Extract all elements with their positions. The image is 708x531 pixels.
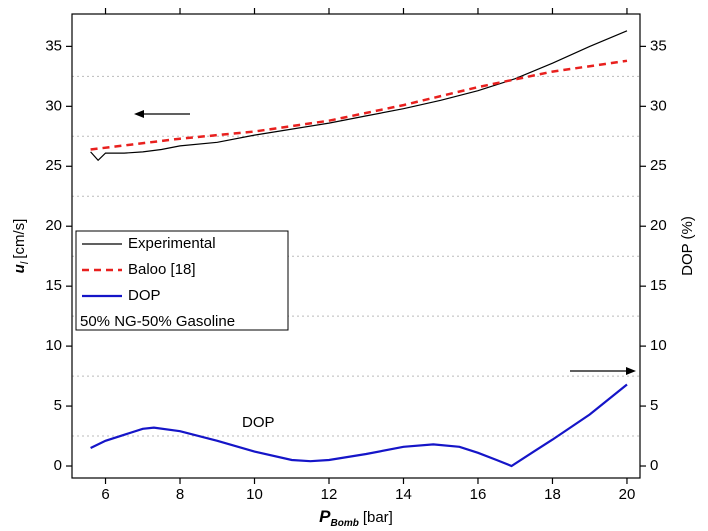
y2-label: DOP (%) xyxy=(679,216,696,276)
x-tick-label: 18 xyxy=(544,486,561,503)
series-line xyxy=(90,30,628,162)
y-tick-label: 5 xyxy=(54,397,62,414)
x-tick-label: 10 xyxy=(246,486,263,503)
x-label-sub: Bomb xyxy=(330,518,358,529)
x-tick-label: 12 xyxy=(321,486,338,503)
x-label-symbol: P xyxy=(319,507,331,526)
x-tick-label: 20 xyxy=(619,486,636,503)
plot-frame xyxy=(71,13,641,479)
y-label: ul [cm/s] xyxy=(11,219,31,274)
legend-label: DOP xyxy=(128,287,161,304)
y-tick-label: 20 xyxy=(45,217,62,234)
annotation: DOP xyxy=(242,414,275,431)
y-tick-label: 25 xyxy=(45,157,62,174)
legend-note: 50% NG-50% Gasoline xyxy=(80,313,235,330)
x-label: PBomb [bar] xyxy=(319,507,393,528)
y-tick-label: 35 xyxy=(45,37,62,54)
arrow-head xyxy=(626,367,636,375)
series-line xyxy=(90,383,628,468)
legend: 50% NG-50% Gasoline Experimental Baloo [1… xyxy=(75,230,289,331)
y2-tick-label: 30 xyxy=(650,97,667,114)
x-label-unit: [bar] xyxy=(363,509,393,526)
y-tick-label: 30 xyxy=(45,97,62,114)
y2-tick-label: 0 xyxy=(650,457,658,474)
x-tick-label: 6 xyxy=(101,486,109,503)
y2-tick-label: 10 xyxy=(650,337,667,354)
y2-tick-label: 35 xyxy=(650,37,667,54)
y-label-symbol: u xyxy=(11,264,28,273)
legend-label: Baloo [18] xyxy=(128,261,196,278)
y-tick-label: 0 xyxy=(54,457,62,474)
y2-tick-label: 15 xyxy=(650,277,667,294)
arrow-head xyxy=(134,110,144,118)
y-label-unit: [cm/s] xyxy=(11,219,28,259)
y-tick-label: 15 xyxy=(45,277,62,294)
legend-label: Experimental xyxy=(128,235,216,252)
x-tick-label: 14 xyxy=(395,486,412,503)
legend-box xyxy=(75,230,289,331)
y-tick-label: 10 xyxy=(45,337,62,354)
y2-tick-label: 25 xyxy=(650,157,667,174)
x-tick-label: 16 xyxy=(470,486,487,503)
series-line xyxy=(90,59,628,151)
x-tick-label: 8 xyxy=(176,486,184,503)
y-label-sub: l xyxy=(19,261,31,264)
y2-tick-label: 5 xyxy=(650,397,658,414)
y2-tick-label: 20 xyxy=(650,217,667,234)
